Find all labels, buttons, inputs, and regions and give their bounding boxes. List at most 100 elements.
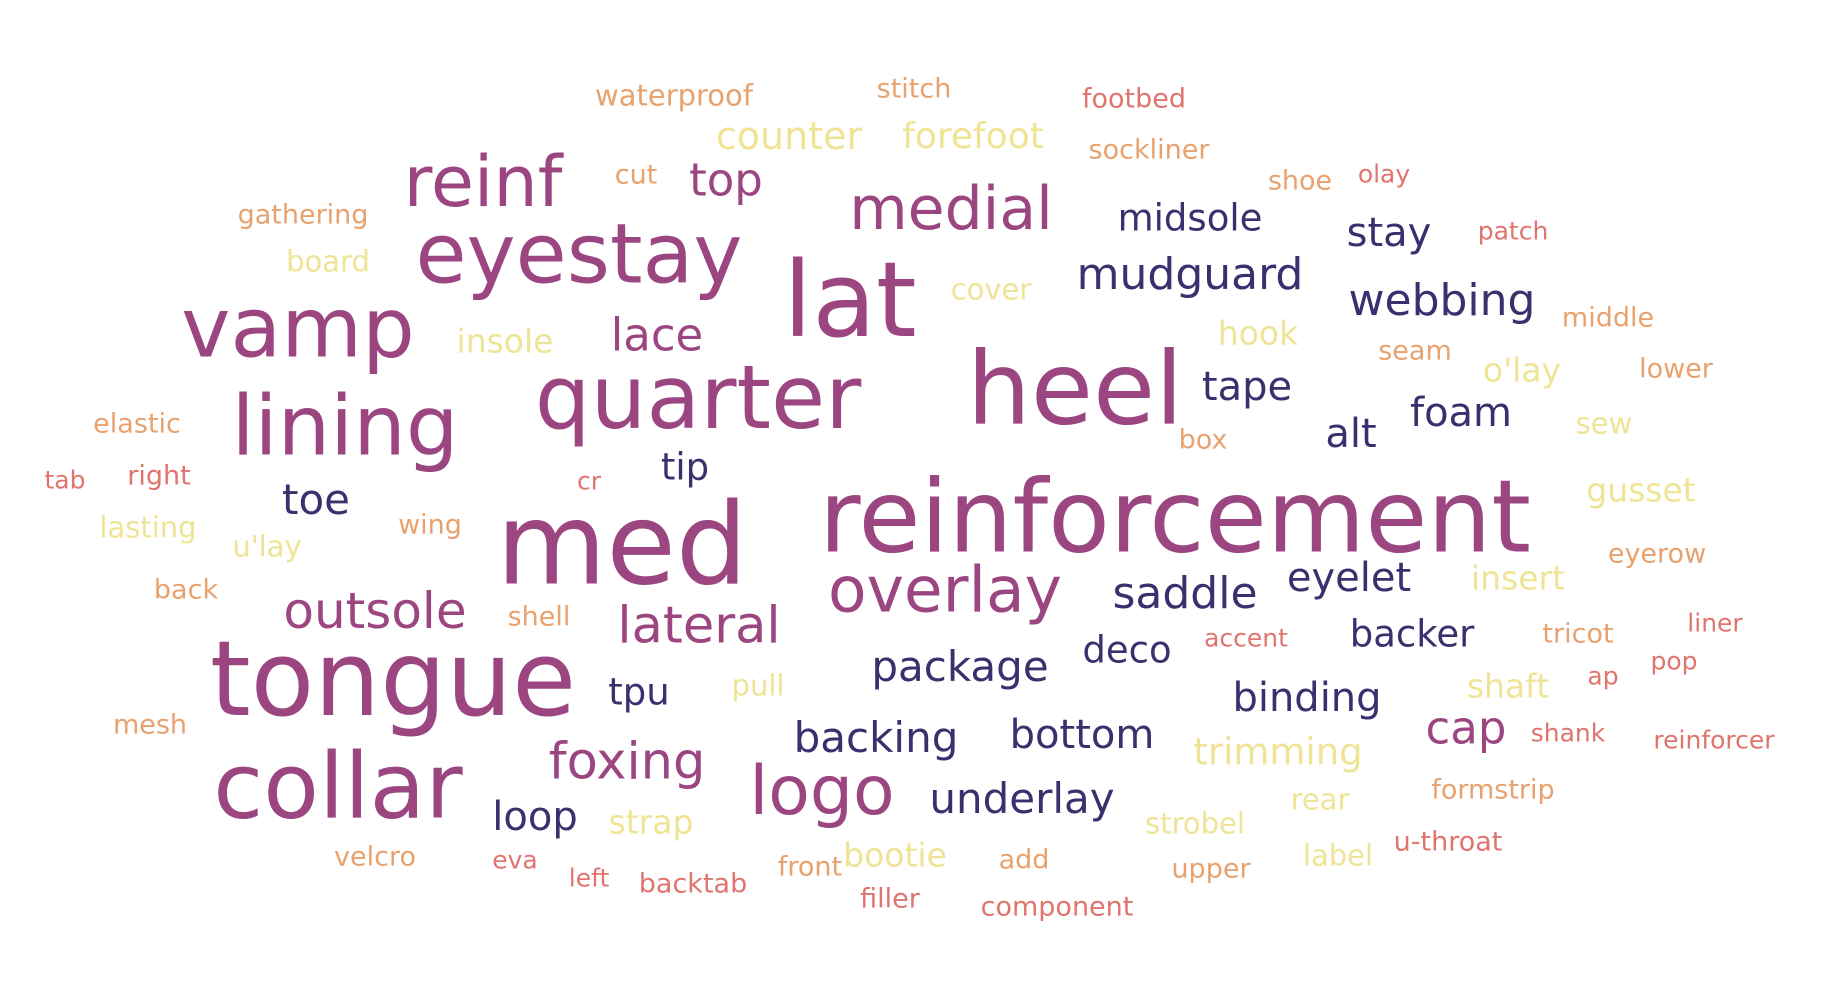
- word-liner: liner: [1687, 608, 1743, 638]
- word-u-throat: u-throat: [1393, 826, 1503, 858]
- word-shell: shell: [507, 601, 571, 633]
- word-hook: hook: [1217, 313, 1299, 353]
- word-backing: backing: [793, 713, 959, 762]
- word-shaft: shaft: [1466, 666, 1550, 706]
- word-olay: olay: [1357, 159, 1411, 189]
- word-strap: strap: [608, 802, 694, 842]
- word-insole: insole: [456, 321, 554, 361]
- word-tab: tab: [44, 465, 86, 495]
- word-front: front: [777, 851, 843, 883]
- word-u-lay: u'lay: [232, 529, 302, 564]
- word-alt: alt: [1325, 411, 1377, 457]
- word-back: back: [153, 574, 219, 606]
- word-loop: loop: [492, 794, 578, 840]
- word-pop: pop: [1650, 646, 1698, 676]
- word-toe: toe: [281, 475, 351, 524]
- word-eyelet: eyelet: [1286, 555, 1412, 601]
- word-medial: medial: [849, 174, 1053, 244]
- word-tricot: tricot: [1542, 618, 1614, 650]
- word-tape: tape: [1201, 364, 1293, 410]
- word-insert: insert: [1470, 558, 1566, 598]
- word-gusset: gusset: [1586, 470, 1696, 510]
- word-filler: filler: [860, 883, 920, 915]
- word-collar: collar: [213, 734, 463, 840]
- word-accent: accent: [1204, 623, 1288, 653]
- word-deco: deco: [1082, 628, 1172, 672]
- word-rear: rear: [1290, 782, 1350, 817]
- word-waterproof: waterproof: [594, 78, 754, 113]
- word-saddle: saddle: [1112, 568, 1258, 619]
- word-overlay: overlay: [828, 553, 1062, 627]
- word-reinforcement: reinforcement: [819, 457, 1531, 576]
- word-middle: middle: [1561, 302, 1655, 334]
- word-board: board: [286, 244, 370, 279]
- word-quarter: quarter: [534, 346, 862, 449]
- word-tpu: tpu: [608, 670, 670, 714]
- word-backer: backer: [1349, 612, 1475, 656]
- word-foam: foam: [1409, 390, 1513, 436]
- word-tip: tip: [660, 445, 710, 489]
- word-med: med: [496, 478, 748, 611]
- word-lining: lining: [231, 377, 459, 475]
- word-vamp: vamp: [181, 279, 415, 377]
- word-eva: eva: [492, 845, 538, 875]
- word-stay: stay: [1346, 210, 1432, 256]
- word-backtab: backtab: [638, 868, 748, 900]
- word-reinforcer: reinforcer: [1653, 725, 1775, 755]
- word-bootie: bootie: [843, 835, 947, 875]
- word-component: component: [980, 891, 1134, 923]
- word-ap: ap: [1587, 661, 1619, 691]
- word-heel: heel: [966, 329, 1184, 448]
- word-foxing: foxing: [548, 732, 706, 792]
- word-patch: patch: [1477, 216, 1549, 246]
- word-strobel: strobel: [1145, 806, 1245, 841]
- word-label: label: [1302, 838, 1374, 873]
- word-lat: lat: [783, 239, 917, 361]
- word-elastic: elastic: [93, 408, 181, 440]
- word-trimming: trimming: [1193, 730, 1363, 774]
- word-shank: shank: [1530, 718, 1606, 748]
- word-forefoot: forefoot: [902, 116, 1044, 157]
- word-seam: seam: [1378, 335, 1452, 367]
- word-footbed: footbed: [1081, 83, 1187, 115]
- word-shoe: shoe: [1267, 165, 1333, 197]
- word-cut: cut: [614, 159, 658, 191]
- word-o-lay: o'lay: [1482, 350, 1562, 390]
- word-right: right: [127, 460, 191, 492]
- word-add: add: [998, 844, 1050, 876]
- word-gathering: gathering: [237, 199, 369, 231]
- word-package: package: [871, 642, 1049, 691]
- word-top: top: [689, 153, 763, 207]
- word-sew: sew: [1575, 406, 1633, 441]
- word-binding: binding: [1232, 675, 1382, 721]
- word-eyerow: eyerow: [1607, 538, 1707, 570]
- word-left: left: [568, 863, 610, 893]
- word-eyestay: eyestay: [415, 205, 743, 303]
- word-sockliner: sockliner: [1088, 134, 1210, 166]
- word-cr: cr: [576, 466, 602, 496]
- word-logo: logo: [749, 752, 895, 831]
- word-outsole: outsole: [283, 582, 467, 640]
- word-midsole: midsole: [1117, 196, 1263, 240]
- word-tongue: tongue: [209, 618, 577, 740]
- word-bottom: bottom: [1009, 712, 1155, 758]
- word-underlay: underlay: [929, 774, 1115, 823]
- word-lower: lower: [1639, 353, 1713, 385]
- word-velcro: velcro: [334, 841, 416, 873]
- word-lateral: lateral: [617, 596, 781, 656]
- word-cover: cover: [950, 272, 1032, 307]
- word-mudguard: mudguard: [1076, 249, 1304, 300]
- word-formstrip: formstrip: [1431, 774, 1555, 806]
- word-webbing: webbing: [1348, 275, 1536, 326]
- word-upper: upper: [1171, 853, 1251, 885]
- word-mesh: mesh: [112, 709, 188, 741]
- word-lace: lace: [610, 308, 704, 362]
- word-stitch: stitch: [876, 73, 952, 105]
- word-reinf: reinf: [403, 141, 563, 223]
- word-box: box: [1178, 424, 1228, 456]
- word-lasting: lasting: [99, 510, 197, 545]
- word-wing: wing: [398, 509, 462, 541]
- word-counter: counter: [715, 114, 863, 158]
- word-pull: pull: [731, 668, 785, 703]
